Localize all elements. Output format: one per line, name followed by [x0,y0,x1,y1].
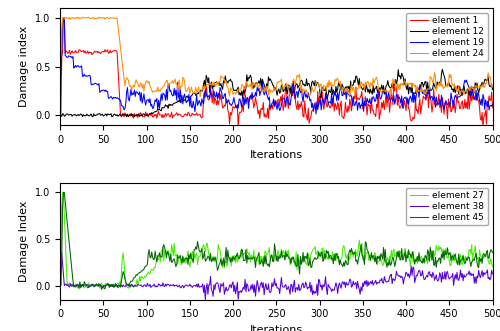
element 45 [98,287,104,291]
element 45 [414,259,420,263]
element 24 [293,78,299,82]
element 27 [316,252,322,256]
element 45 [58,284,64,288]
element 38 [264,287,270,291]
element 12 [316,82,322,86]
element 19 [266,95,272,99]
element 45 [264,263,270,267]
Y-axis label: Damage index: Damage index [20,26,30,107]
element 12 [58,114,64,118]
element 45 [316,253,322,257]
Line: element 38: element 38 [61,253,492,300]
element 1 [414,109,420,113]
element 38 [480,275,486,279]
element 45 [60,190,66,194]
element 19 [414,93,420,97]
element 12 [440,67,446,71]
element 12 [266,78,272,82]
element 38 [292,290,298,294]
element 12 [292,84,298,88]
element 19 [60,16,66,20]
element 19 [490,102,496,106]
Line: element 24: element 24 [61,17,492,97]
element 45 [293,265,299,269]
element 24 [414,90,420,94]
element 12 [481,81,487,85]
element 24 [58,55,64,59]
element 1 [60,16,66,20]
element 1 [490,106,496,110]
element 38 [202,298,208,302]
element 1 [293,104,299,108]
X-axis label: Iterations: Iterations [250,325,303,331]
Legend: element 27, element 38, element 45: element 27, element 38, element 45 [406,188,488,225]
element 45 [490,251,496,255]
element 12 [412,91,418,95]
X-axis label: Iterations: Iterations [250,150,303,160]
element 1 [58,113,64,117]
element 24 [96,15,102,19]
element 27 [490,264,496,268]
element 27 [414,256,420,260]
element 24 [267,91,273,95]
element 1 [316,94,322,98]
element 24 [481,85,487,89]
element 27 [293,250,299,254]
element 12 [90,115,96,119]
element 45 [267,259,273,263]
element 1 [267,108,273,112]
element 27 [267,260,273,263]
Line: element 45: element 45 [61,192,492,289]
Line: element 1: element 1 [61,18,492,127]
element 27 [58,284,64,288]
element 19 [58,74,64,78]
Line: element 27: element 27 [61,192,492,289]
element 19 [316,99,322,103]
element 27 [481,257,487,260]
element 1 [264,107,270,111]
element 24 [197,95,203,99]
element 45 [481,252,487,256]
Legend: element 1, element 12, element 19, element 24: element 1, element 12, element 19, eleme… [406,13,488,62]
element 1 [481,115,487,119]
element 38 [316,278,322,282]
element 24 [316,87,322,91]
element 19 [481,96,487,100]
element 38 [490,272,496,276]
element 19 [264,92,270,96]
Line: element 12: element 12 [61,69,492,117]
element 27 [76,287,82,291]
element 38 [266,290,272,294]
element 24 [264,85,270,89]
element 27 [60,190,66,194]
element 19 [292,96,298,100]
element 12 [490,88,496,92]
element 27 [264,252,270,256]
element 38 [58,251,64,255]
element 24 [490,84,496,88]
element 12 [264,82,270,86]
element 1 [235,125,241,129]
element 19 [313,112,319,116]
element 38 [412,277,418,281]
Line: element 19: element 19 [61,18,492,114]
Y-axis label: Damage Index: Damage Index [20,201,30,282]
